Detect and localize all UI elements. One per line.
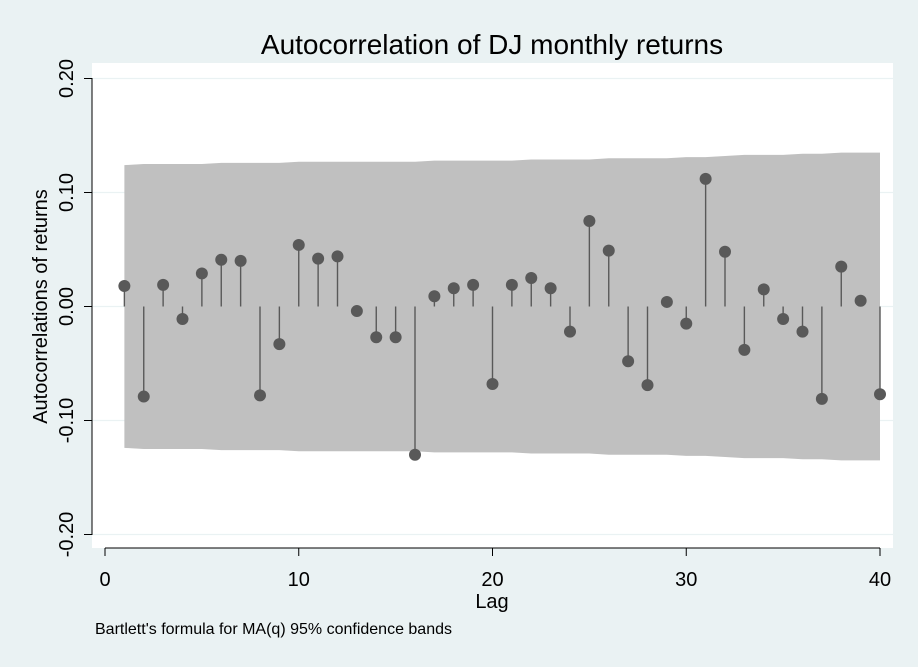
acf-point-lag-22 xyxy=(525,272,538,284)
acf-point-lag-4 xyxy=(176,313,189,326)
acf-point-lag-24 xyxy=(564,325,576,338)
acf-point-lag-35 xyxy=(777,313,790,326)
acf-point-lag-19 xyxy=(467,278,480,291)
acf-point-lag-23 xyxy=(544,282,557,295)
acf-point-lag-17 xyxy=(428,290,441,303)
acf-point-lag-30 xyxy=(680,317,693,330)
acf-point-lag-29 xyxy=(660,295,673,308)
acf-point-lag-32 xyxy=(719,245,731,258)
y-tick-label-4: 0.20 xyxy=(56,59,78,98)
confidence-band xyxy=(124,152,880,461)
acf-point-lag-1 xyxy=(118,279,131,292)
acf-point-lag-11 xyxy=(312,252,325,265)
y-axis-label: Autocorrelations of returns xyxy=(30,189,52,424)
acf-point-lag-3 xyxy=(157,278,170,291)
x-tick-label-3: 30 xyxy=(675,569,697,591)
acf-point-lag-25 xyxy=(583,215,596,227)
acf-point-lag-13 xyxy=(350,305,363,318)
acf-point-lag-21 xyxy=(505,278,518,291)
acf-point-lag-2 xyxy=(137,390,150,403)
y-tick-label-3: 0.10 xyxy=(56,173,78,212)
y-tick-label-2: 0.00 xyxy=(56,287,78,326)
acf-point-lag-34 xyxy=(757,283,770,296)
x-tick-label-2: 20 xyxy=(481,569,503,591)
x-tick-label-4: 40 xyxy=(869,569,891,591)
acf-point-lag-28 xyxy=(641,379,654,392)
acf-point-lag-7 xyxy=(234,254,247,267)
acf-point-lag-8 xyxy=(254,389,266,402)
acf-point-lag-12 xyxy=(331,250,344,263)
acf-point-lag-33 xyxy=(738,343,751,356)
acf-point-lag-9 xyxy=(273,338,286,351)
y-tick-label-1: -0.10 xyxy=(56,398,78,444)
acf-point-lag-37 xyxy=(815,392,828,405)
acf-point-lag-38 xyxy=(835,260,848,273)
acf-point-lag-18 xyxy=(447,282,460,295)
acf-point-lag-16 xyxy=(409,448,421,461)
acf-point-lag-20 xyxy=(486,378,499,391)
acf-point-lag-40 xyxy=(874,388,886,401)
x-tick-label-0: 0 xyxy=(99,569,110,591)
acf-point-lag-6 xyxy=(215,253,228,266)
acf-point-lag-36 xyxy=(796,325,809,338)
acf-point-lag-15 xyxy=(389,331,402,344)
x-axis-label: Lag xyxy=(475,591,508,613)
x-tick-label-1: 10 xyxy=(288,569,310,591)
acf-point-lag-5 xyxy=(195,267,208,280)
acf-point-lag-39 xyxy=(854,294,867,307)
acf-chart: -0.20 -0.10 0.00 0.10 0.20 0 10 20 30 40 Autocorre… xyxy=(30,29,893,613)
acf-point-lag-14 xyxy=(370,331,383,344)
y-tick-label-0: -0.20 xyxy=(56,512,78,558)
acf-point-lag-27 xyxy=(622,355,635,368)
acf-point-lag-10 xyxy=(292,238,305,251)
acf-point-lag-31 xyxy=(699,172,712,185)
chart-note: Bartlett's formula for MA(q) 95% confide… xyxy=(95,621,452,638)
acf-point-lag-26 xyxy=(602,244,615,257)
chart-title: Autocorrelation of DJ monthly returns xyxy=(261,29,723,60)
